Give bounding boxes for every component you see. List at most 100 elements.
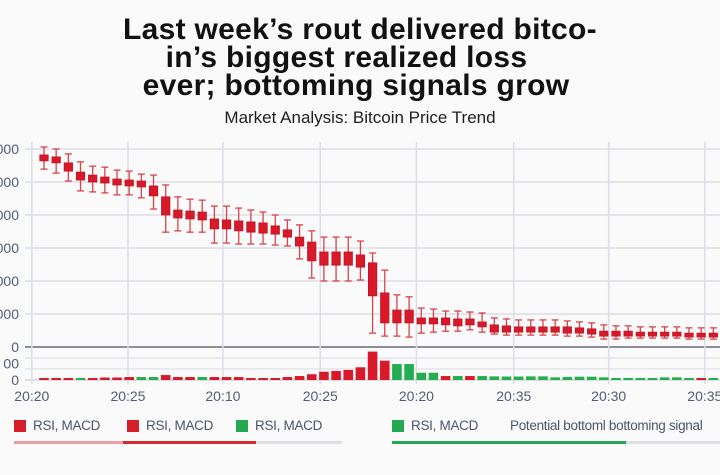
candle-body — [501, 325, 512, 333]
chart-title-line-1: Last week’s rout delivered bitco- — [123, 13, 597, 46]
candle-body — [660, 331, 670, 337]
candle-body — [623, 330, 633, 337]
candle — [708, 327, 718, 340]
candle-body — [307, 241, 317, 262]
legend-label: RSI, MACD — [255, 418, 323, 433]
candle-body — [562, 326, 572, 334]
y-tick-label: 000 — [0, 273, 19, 289]
candle-body — [148, 185, 159, 197]
candle — [428, 308, 439, 333]
candle — [51, 148, 61, 174]
candle-body — [489, 324, 499, 333]
indicator-bar-green — [392, 441, 720, 444]
x-tick-label: 20:30 — [591, 388, 626, 404]
volume-bar — [75, 378, 86, 380]
candle — [392, 294, 402, 337]
volume-bar — [355, 367, 366, 380]
candle-body — [611, 330, 621, 337]
volume-bar — [708, 378, 719, 380]
candle — [562, 320, 572, 337]
volume-bar — [233, 377, 244, 380]
candle-body — [538, 326, 548, 333]
candle — [75, 161, 86, 192]
y-tick-label: 000 — [0, 174, 19, 190]
candle — [221, 205, 232, 244]
volume-bar — [306, 374, 317, 380]
legend-swatch-icon — [127, 419, 139, 432]
volume-bar — [489, 376, 500, 380]
x-tick-label: 20:10 — [205, 388, 240, 404]
candle-body — [209, 218, 219, 230]
candle-body — [684, 332, 694, 338]
legend-item[interactable]: RSI, MACD — [392, 418, 478, 433]
volume-bar — [404, 363, 414, 380]
candle — [501, 318, 512, 336]
volume-bar — [513, 376, 524, 380]
volume-bar — [343, 369, 354, 380]
volume-bar — [246, 378, 256, 380]
candle-body — [465, 318, 475, 326]
candle — [574, 321, 585, 337]
volume-bar — [282, 377, 293, 380]
indicator-segment — [625, 441, 720, 444]
y-tick-label: 000 — [0, 207, 19, 223]
candle — [331, 236, 341, 282]
chart-title-line-3: ever; bottoming signals grow — [142, 69, 570, 102]
candle — [635, 326, 645, 339]
volume-bar — [647, 378, 658, 380]
candle — [489, 317, 499, 335]
candle-body — [319, 251, 329, 266]
indicator-segment — [392, 441, 626, 444]
candle-body — [39, 154, 49, 162]
candle-body — [173, 209, 183, 219]
candle — [465, 311, 475, 331]
chart-title-line-2: in’s biggest realized loss — [165, 41, 528, 74]
volume-bars — [39, 351, 719, 380]
volume-bar — [465, 376, 475, 380]
volume-bar — [209, 377, 220, 380]
volume-bar — [392, 363, 402, 380]
candle — [294, 224, 305, 260]
indicator-segment — [255, 441, 342, 444]
candle — [647, 326, 658, 339]
candle — [623, 325, 633, 339]
x-tick-label: 20:25 — [110, 388, 145, 404]
legend-item[interactable]: RSI, MACD — [14, 418, 100, 433]
candle-body — [161, 196, 171, 216]
candle-body — [185, 210, 195, 220]
candle-body — [428, 317, 439, 325]
volume-bar — [331, 370, 341, 380]
bottoming-signal-note: Potential bottoml bottoming signal — [510, 418, 703, 433]
legend-swatch-icon — [14, 419, 26, 432]
candle — [124, 170, 134, 196]
volume-tick-label: 0 — [11, 372, 19, 388]
legend-item[interactable]: RSI, MACD — [127, 418, 213, 433]
volume-bar — [672, 377, 682, 380]
candle-body — [75, 171, 86, 181]
candle — [307, 230, 317, 279]
candle — [197, 199, 207, 233]
legend-item[interactable]: RSI, MACD — [236, 418, 322, 433]
candle — [282, 219, 293, 247]
indicator-segment — [14, 441, 124, 444]
volume-bar — [197, 377, 208, 380]
candle-body — [647, 331, 658, 337]
volume-bar — [379, 360, 390, 380]
legend-swatch-icon — [236, 419, 248, 432]
legend-swatch-icon — [392, 419, 404, 432]
candle-body — [355, 254, 366, 268]
candle-body — [343, 251, 353, 266]
candle-body — [367, 262, 378, 297]
candle-body — [258, 222, 268, 234]
volume-bar — [635, 378, 646, 380]
volume-bar — [526, 376, 536, 380]
candle-body — [696, 332, 706, 338]
y-tick-label: 000 — [0, 306, 19, 322]
candle — [526, 319, 536, 336]
y-tick-label: 000 — [0, 141, 19, 157]
x-tick-label: 20:25 — [303, 388, 338, 404]
candle — [696, 327, 706, 340]
volume-bar — [684, 378, 694, 380]
volume-bar — [160, 375, 171, 380]
volume-bar — [87, 378, 98, 380]
